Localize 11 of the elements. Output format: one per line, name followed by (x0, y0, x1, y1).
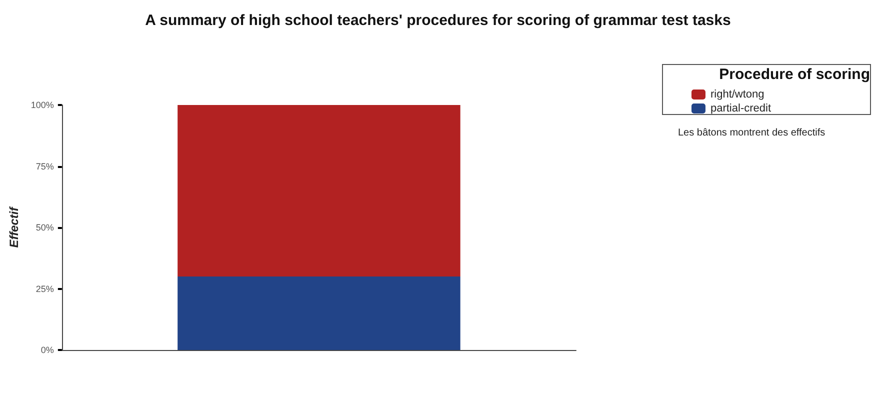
y-tick-label: 100% (30, 100, 54, 110)
y-axis-title: Effectif (7, 206, 21, 248)
legend-label: right/wtong (710, 88, 764, 100)
legend-label: partial-credit (710, 102, 772, 114)
y-tick-label: 75% (36, 161, 54, 172)
y-tick-label: 0% (40, 345, 54, 355)
y-tick-label: 50% (36, 222, 54, 232)
chart-title: A summary of high school teachers' procedures for scoring of grammar test tasks (145, 12, 731, 29)
y-tick-label: 25% (36, 284, 54, 294)
text: Les bâtons montrent des effectifs (678, 128, 826, 138)
legend-title: Procedure of scoring (719, 66, 870, 83)
